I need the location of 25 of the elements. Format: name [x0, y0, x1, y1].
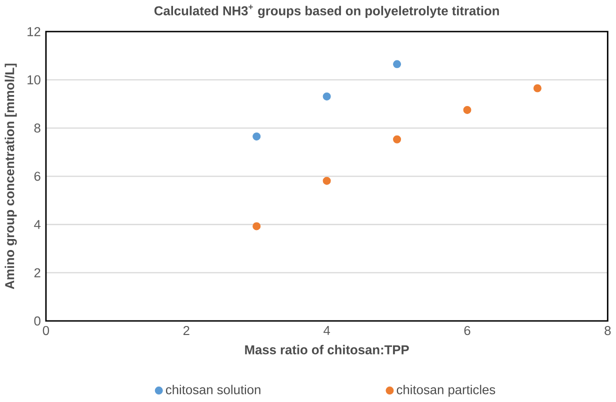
point: [393, 60, 402, 68]
chart-title: Calculated NH3$^{+}$ groups based on polyeletrolyte titration: [154, 4, 499, 18]
x-tick-label: 6: [464, 326, 470, 336]
legend-label: chitosan particles: [396, 384, 496, 397]
y-tick-label: 10: [28, 75, 40, 84]
legend-label: chitosan solution: [166, 384, 260, 394]
y-tick-label: 4: [34, 220, 41, 229]
y-tick-label: 8: [34, 123, 40, 133]
x-tick-label: 4: [324, 326, 330, 335]
x-tick-label: 0: [42, 326, 50, 336]
point: [252, 222, 261, 230]
point: [252, 132, 261, 140]
point: [533, 84, 542, 92]
y-tick-label: 6: [34, 172, 40, 181]
x-tick-label: 2: [183, 326, 190, 335]
point: [463, 106, 472, 114]
y-tick-label: 0: [34, 316, 40, 326]
y-axis-title: Amino group concentration [mmol/L]: [4, 64, 17, 290]
x-axis-title: Mass ratio of chitosan:TPP: [245, 344, 409, 354]
point: [322, 92, 331, 100]
point: [322, 176, 331, 185]
y-tick-label: 12: [28, 27, 40, 36]
y-tick-label: 2: [34, 268, 40, 278]
point: [393, 135, 402, 144]
x-tick-label: 8: [604, 326, 611, 336]
